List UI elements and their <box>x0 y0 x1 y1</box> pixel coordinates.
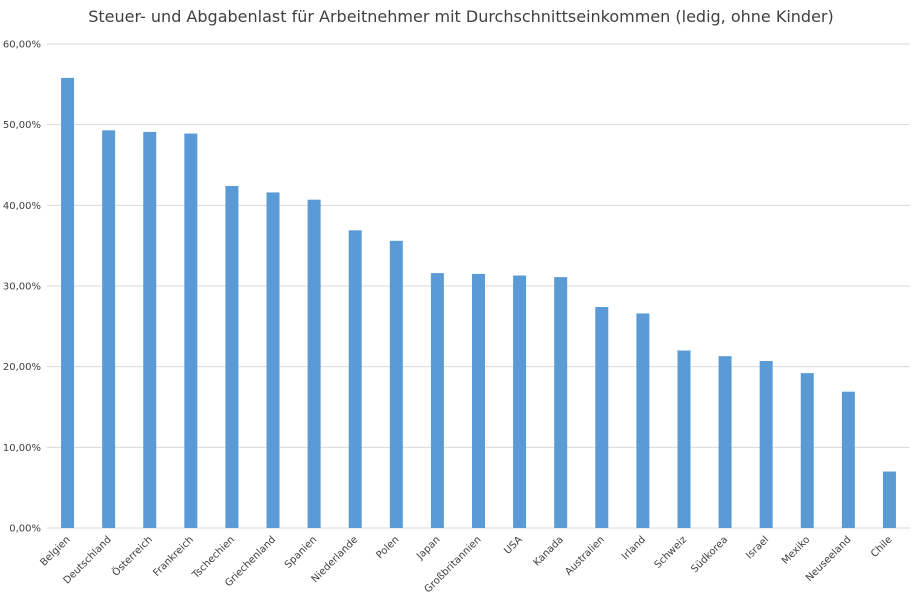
bar <box>718 356 732 528</box>
x-tick-label: Japan <box>414 534 442 562</box>
x-tick-label: Australien <box>563 534 607 578</box>
bar <box>513 275 527 528</box>
bars <box>61 77 896 529</box>
bar <box>266 192 280 528</box>
y-tick-label: 20,00% <box>3 362 41 373</box>
x-tick-label: Mexiko <box>780 534 812 566</box>
bar <box>225 185 239 528</box>
y-tick-label: 40,00% <box>3 201 41 212</box>
x-tick-label: Kanada <box>532 534 566 568</box>
bar <box>143 131 157 528</box>
x-tick-label: Frankreich <box>151 534 196 579</box>
x-tick-label: Polen <box>375 534 402 561</box>
x-tick-label: USA <box>502 534 525 557</box>
x-tick-label: Chile <box>869 534 894 559</box>
y-tick-label: 30,00% <box>3 282 41 293</box>
x-tick-label: Schweiz <box>653 534 689 570</box>
bar <box>389 240 403 528</box>
bar <box>841 391 855 528</box>
bar <box>636 313 650 528</box>
y-tick-label: 50,00% <box>3 120 41 131</box>
y-tick-label: 60,00% <box>3 40 41 51</box>
bar <box>307 199 321 529</box>
chart-title: Steuer- und Abgabenlast für Arbeitnehmer… <box>88 7 834 26</box>
bar <box>184 133 198 529</box>
x-tick-label: Spanien <box>283 534 319 570</box>
bar <box>554 277 568 528</box>
x-axis-labels: BelgienDeutschlandÖsterreichFrankreichTs… <box>38 533 894 595</box>
bar <box>800 373 814 528</box>
y-tick-label: 0,00% <box>9 524 41 535</box>
bar <box>348 230 362 528</box>
bar <box>882 471 896 528</box>
bar <box>677 350 691 528</box>
bar <box>472 273 485 528</box>
bar <box>430 273 444 528</box>
bar <box>595 306 609 528</box>
x-tick-label: Südkorea <box>689 534 730 575</box>
x-tick-label: Israel <box>744 534 771 561</box>
y-axis-ticks: 0,00% 10,00% 20,00% 30,00% 40,00% 50,00% 60,00… <box>3 40 41 535</box>
bar <box>61 77 75 528</box>
x-tick-label: Österreich <box>109 533 155 579</box>
y-tick-label: 10,00% <box>3 443 41 454</box>
x-tick-label: Irland <box>620 534 648 562</box>
x-tick-label: Belgien <box>38 534 72 568</box>
bar <box>102 130 116 528</box>
bar <box>759 361 773 528</box>
